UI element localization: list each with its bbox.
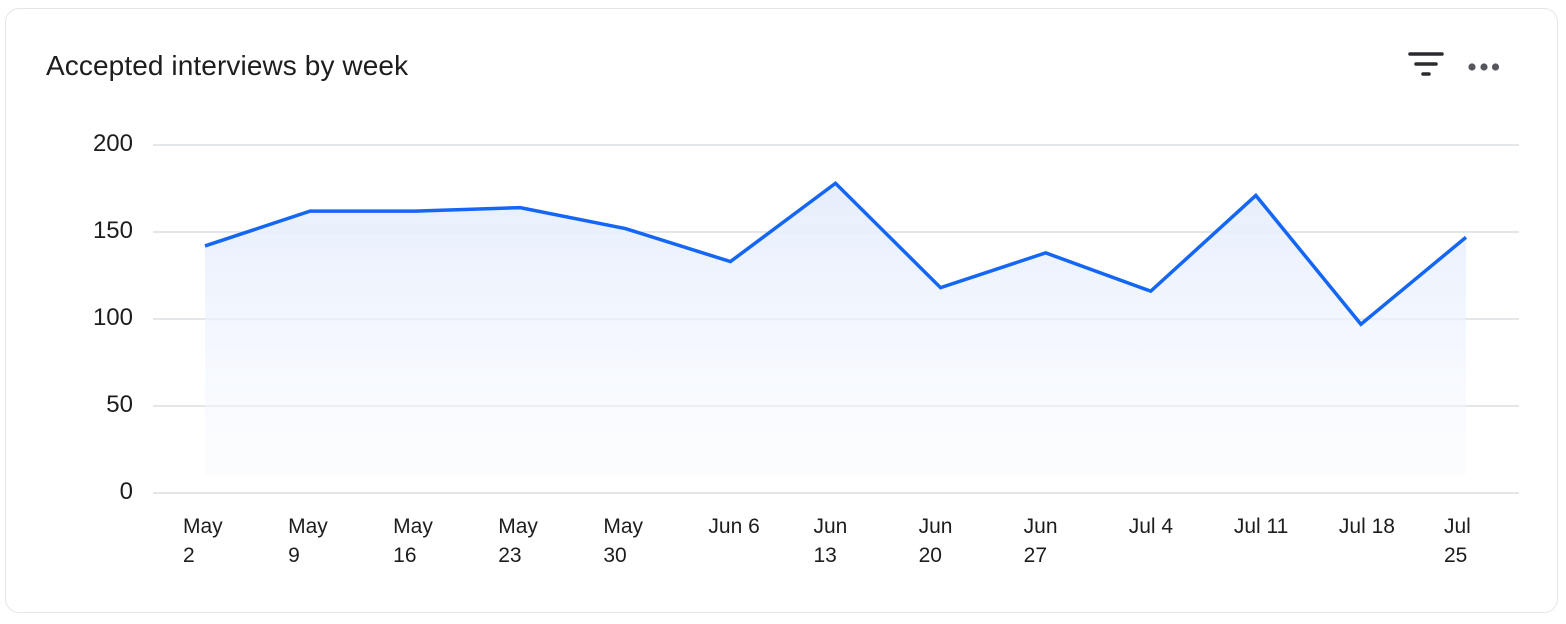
more-options-button[interactable]	[1462, 52, 1506, 82]
area-fill	[205, 183, 1466, 475]
y-tick-label: 150	[92, 217, 133, 244]
filter-icon	[1408, 52, 1444, 76]
x-tick-label: Jun 27	[1023, 515, 1058, 567]
y-tick-label: 0	[119, 478, 133, 505]
x-tick-label: Jul 25	[1444, 515, 1471, 567]
x-tick-label: May 30	[603, 515, 644, 567]
filter-button[interactable]	[1405, 50, 1447, 82]
x-tick-label: Jul 18	[1338, 515, 1395, 538]
more-horizontal-icon	[1468, 63, 1500, 71]
x-tick-label: May 16	[393, 515, 433, 567]
x-tick-label: May 23	[498, 515, 538, 567]
x-tick-label: Jun 13	[813, 515, 848, 567]
x-tick-label: May 9	[288, 515, 328, 567]
y-tick-label: 200	[92, 130, 133, 157]
chart-title: Accepted interviews by week	[46, 50, 409, 81]
x-tick-label: Jun 6	[708, 515, 760, 538]
x-tick-label: Jul 4	[1128, 515, 1174, 538]
y-tick-label: 100	[92, 304, 133, 331]
x-tick-label: May 2	[183, 515, 223, 567]
x-tick-label: Jul 11	[1233, 515, 1289, 538]
data-line	[204, 180, 1468, 327]
y-tick-label: 50	[106, 391, 133, 418]
x-tick-label: Jun 20	[918, 515, 953, 567]
